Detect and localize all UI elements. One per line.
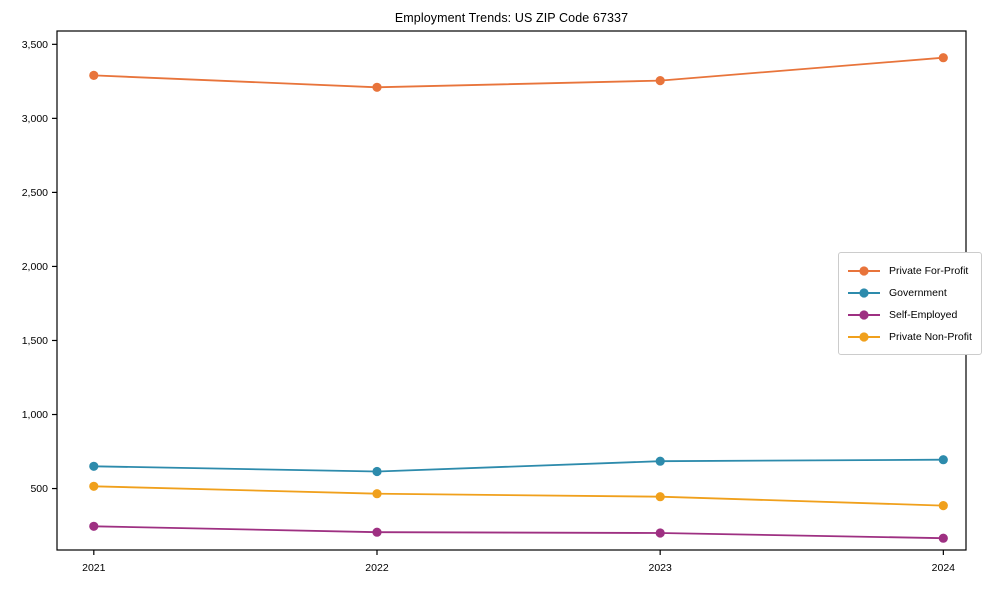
y-tick-label: 2,000 <box>22 261 48 273</box>
data-point-self-employed-2021 <box>89 521 99 531</box>
data-point-private-for-profit-2021 <box>89 70 99 80</box>
legend-label: Private For-Profit <box>889 264 969 277</box>
data-point-self-employed-2024 <box>938 533 948 543</box>
series-line-government <box>93 458 944 473</box>
legend-marker-icon <box>848 287 880 298</box>
x-tick-label: 2021 <box>82 562 106 574</box>
y-tick-label: 3,500 <box>22 39 48 51</box>
legend-marker-icon <box>848 331 880 342</box>
legend-label: Private Non-Profit <box>889 330 972 343</box>
legend-label: Self-Employed <box>889 308 958 321</box>
data-point-self-employed-2022 <box>372 527 382 537</box>
data-point-private-non-profit-2022 <box>372 489 382 499</box>
data-point-private-for-profit-2022 <box>372 82 382 92</box>
data-point-government-2023 <box>655 456 665 466</box>
x-tick-label: 2022 <box>365 562 389 574</box>
chart-title: Employment Trends: US ZIP Code 67337 <box>394 11 629 25</box>
data-point-self-employed-2023 <box>655 528 665 538</box>
legend-marker-icon <box>848 265 880 276</box>
data-point-private-non-profit-2023 <box>655 492 665 502</box>
legend-item-private-non-profit: Private Non-Profit <box>847 326 972 347</box>
legend-item-government: Government <box>847 282 972 303</box>
data-point-government-2024 <box>938 455 948 465</box>
plot-border <box>56 30 967 551</box>
legend-item-self-employed: Self-Employed <box>847 304 972 325</box>
y-tick-label: 2,500 <box>22 187 48 199</box>
series-line-private-for-profit <box>93 56 944 89</box>
legend-marker-icon <box>848 309 880 320</box>
y-tick-label: 1,000 <box>22 409 48 421</box>
legend: Private For-Profit Government Self-Employe… <box>838 252 982 355</box>
x-tick-label: 2024 <box>932 562 956 574</box>
y-tick-label: 500 <box>30 483 48 495</box>
data-point-government-2021 <box>89 461 99 471</box>
legend-label: Government <box>889 286 947 299</box>
y-tick-label: 3,000 <box>22 113 48 125</box>
data-point-private-non-profit-2021 <box>89 481 99 491</box>
data-point-private-for-profit-2024 <box>938 53 948 63</box>
x-tick-label: 2023 <box>648 562 672 574</box>
y-tick-label: 1,500 <box>22 335 48 347</box>
data-point-private-for-profit-2023 <box>655 76 665 86</box>
data-point-government-2022 <box>372 466 382 477</box>
series-line-self-employed <box>93 525 944 540</box>
legend-item-private-for-profit: Private For-Profit <box>847 260 972 281</box>
data-point-private-non-profit-2024 <box>938 501 948 511</box>
series-line-private-non-profit <box>93 485 944 507</box>
